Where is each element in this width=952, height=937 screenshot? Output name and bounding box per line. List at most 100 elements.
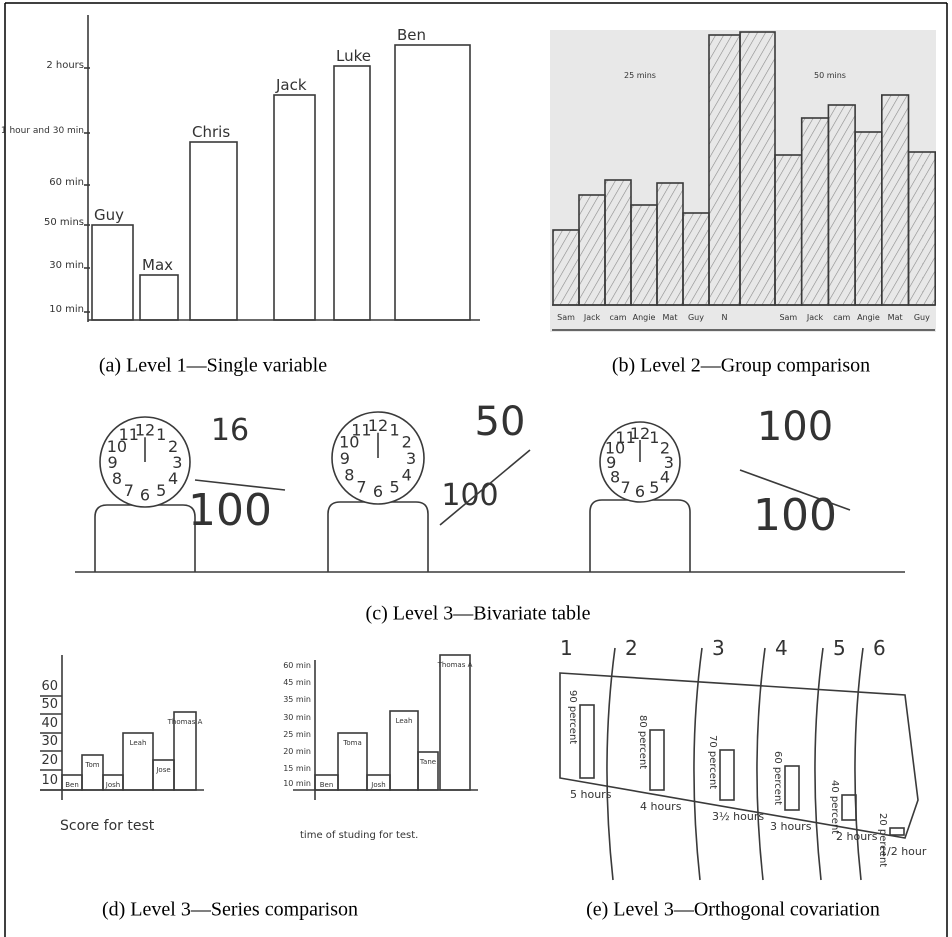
y-label: 60 <box>41 679 58 694</box>
clock-stand <box>589 499 691 572</box>
percent-label: 90 percent <box>567 690 578 744</box>
caption: (e) Level 3—Orthogonal covariation <box>586 899 880 921</box>
bar-label: Guy <box>688 313 704 322</box>
bar-label: Max <box>142 256 173 274</box>
column-number: 2 <box>625 636 638 660</box>
bar <box>152 759 175 791</box>
bar-label: Leah <box>396 717 413 725</box>
bar-label: Sam <box>779 313 797 322</box>
bar <box>889 827 905 836</box>
column-divider <box>814 647 824 881</box>
clock-number: 8 <box>112 469 122 488</box>
y-label: 60 min <box>283 661 311 670</box>
y-label: 25 min <box>283 730 311 739</box>
fraction-bar <box>439 449 531 526</box>
clock-number: 9 <box>108 453 118 472</box>
bar <box>81 754 104 791</box>
bar <box>682 212 710 306</box>
clock-number: 6 <box>140 485 150 504</box>
numerator: 100 <box>757 404 833 450</box>
caption: (a) Level 1—Single variable <box>99 355 327 377</box>
y-label: 60 min <box>49 177 84 188</box>
denominator: 100 <box>188 485 272 536</box>
y-label: 15 min <box>283 764 311 773</box>
clock-number: 7 <box>124 481 134 500</box>
bar <box>784 765 800 811</box>
bar <box>630 204 658 306</box>
bar <box>578 194 606 306</box>
x-label: time of studing for test. <box>300 830 418 841</box>
y-label: 20 <box>41 753 58 768</box>
bar-label: cam <box>609 313 626 322</box>
bar <box>579 704 595 779</box>
clock-number: 5 <box>389 478 399 497</box>
x-label: Score for test <box>60 818 155 834</box>
clock-number: 12 <box>368 416 388 435</box>
clock-number: 5 <box>156 481 166 500</box>
clock-number: 2 <box>660 439 670 458</box>
clock-number: 1 <box>649 428 659 447</box>
clock-number: 10 <box>107 437 127 456</box>
bar-label: N <box>722 313 728 322</box>
y-label: 10 min <box>49 304 84 315</box>
bar <box>800 117 830 306</box>
bar-label: Guy <box>914 313 930 322</box>
group-label: 50 mins <box>814 71 846 80</box>
bar <box>907 151 937 306</box>
bar-label: Angie <box>857 313 880 322</box>
bar <box>394 44 471 321</box>
bar-label: Jose <box>155 766 170 774</box>
column-number: 6 <box>873 636 886 660</box>
bar <box>656 182 684 306</box>
denominator: 100 <box>753 490 837 541</box>
bar <box>439 654 471 791</box>
bar-label: Angie <box>633 313 656 322</box>
bar-label: Josh <box>105 781 120 789</box>
column-number: 5 <box>833 636 846 660</box>
bar <box>708 34 741 306</box>
group-label: 25 mins <box>624 71 656 80</box>
hours-label: 4 hours <box>640 800 682 813</box>
bar <box>189 141 238 321</box>
clock-number: 2 <box>402 432 412 451</box>
clock-number: 4 <box>402 466 412 485</box>
clock-stand <box>94 504 196 572</box>
y-label: 30 min <box>49 260 84 271</box>
column-number: 4 <box>775 636 788 660</box>
clock-number: 9 <box>340 449 350 468</box>
y-label: 30 min <box>283 713 311 722</box>
clock-number: 6 <box>635 482 645 501</box>
clock-number: 8 <box>610 467 620 486</box>
bar <box>774 154 803 306</box>
column-divider <box>606 647 616 881</box>
bar <box>389 710 419 791</box>
clock-number: 11 <box>119 425 139 444</box>
clock-number: 1 <box>156 425 166 444</box>
column-divider <box>693 647 703 881</box>
bar-label: Jack <box>583 313 601 322</box>
clock-number: 5 <box>649 478 659 497</box>
bar-label: Jack <box>806 313 824 322</box>
hours-label: 3 hours <box>770 820 812 833</box>
clock-number: 7 <box>356 478 366 497</box>
bar-label: Chris <box>192 123 230 141</box>
clock-number: 10 <box>339 432 359 451</box>
hours-label: 1/2 hour <box>880 845 927 858</box>
bar-label: Sam <box>557 313 575 322</box>
column-divider <box>756 647 766 881</box>
bar <box>719 749 735 801</box>
bar <box>552 229 580 306</box>
bar-label: Thomas A <box>167 718 203 726</box>
y-label: 20 min <box>283 747 311 756</box>
y-label: 45 min <box>283 678 311 687</box>
bar-label: Tane <box>419 758 436 766</box>
y-label: 35 min <box>283 695 311 704</box>
bar-label: Josh <box>370 781 385 789</box>
bar <box>337 732 368 791</box>
bar-label: Leah <box>130 739 147 747</box>
bar-label: Guy <box>94 206 124 224</box>
bar-label: Toma <box>342 739 361 747</box>
clock-number: 2 <box>168 437 178 456</box>
bar-label: Thomas A <box>437 661 473 669</box>
bar <box>273 94 316 321</box>
